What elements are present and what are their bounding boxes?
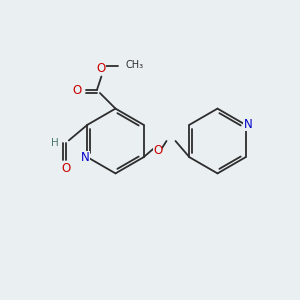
Text: CH₃: CH₃	[125, 59, 143, 70]
Text: H: H	[52, 138, 59, 148]
Text: O: O	[61, 162, 70, 176]
Text: O: O	[153, 144, 162, 157]
Text: O: O	[73, 83, 82, 97]
Text: O: O	[97, 62, 106, 75]
Text: N: N	[81, 151, 89, 164]
Text: N: N	[244, 118, 252, 131]
